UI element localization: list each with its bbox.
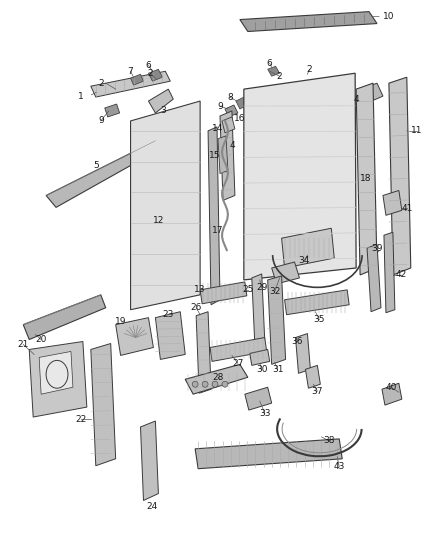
Circle shape — [222, 381, 228, 387]
Text: 22: 22 — [75, 415, 87, 424]
Polygon shape — [356, 83, 377, 275]
Polygon shape — [46, 141, 160, 207]
Text: 43: 43 — [334, 462, 345, 471]
Polygon shape — [285, 290, 349, 314]
Text: 31: 31 — [272, 365, 283, 374]
Text: 9: 9 — [98, 116, 104, 125]
Text: 40: 40 — [385, 383, 396, 392]
Text: 2: 2 — [148, 69, 153, 78]
Text: 6: 6 — [267, 59, 272, 68]
Polygon shape — [148, 89, 173, 113]
Polygon shape — [131, 101, 200, 310]
Polygon shape — [29, 342, 87, 417]
Text: 8: 8 — [227, 93, 233, 102]
Text: 12: 12 — [153, 216, 164, 225]
Text: 2: 2 — [277, 72, 283, 80]
Text: 41: 41 — [401, 204, 413, 213]
Circle shape — [192, 381, 198, 387]
Text: 11: 11 — [411, 126, 423, 135]
Polygon shape — [282, 228, 334, 268]
Polygon shape — [225, 105, 238, 117]
Polygon shape — [383, 190, 402, 215]
Polygon shape — [23, 295, 106, 340]
Text: 2: 2 — [307, 64, 312, 74]
Text: 34: 34 — [299, 255, 310, 264]
Polygon shape — [148, 69, 162, 81]
Polygon shape — [196, 312, 211, 393]
Text: 36: 36 — [292, 337, 303, 346]
Polygon shape — [208, 127, 220, 305]
Text: 18: 18 — [360, 174, 372, 183]
Polygon shape — [91, 343, 116, 466]
Polygon shape — [389, 77, 411, 275]
Polygon shape — [272, 262, 300, 284]
Text: 10: 10 — [383, 12, 395, 21]
Text: 23: 23 — [162, 310, 174, 319]
Text: 27: 27 — [232, 359, 244, 368]
Polygon shape — [39, 351, 73, 394]
Polygon shape — [91, 71, 170, 97]
Text: 2: 2 — [98, 79, 103, 87]
Text: 24: 24 — [147, 502, 158, 511]
Text: 39: 39 — [371, 244, 383, 253]
Text: 1: 1 — [78, 92, 84, 101]
Polygon shape — [367, 244, 381, 312]
Polygon shape — [268, 66, 279, 76]
Polygon shape — [236, 97, 248, 109]
Text: 4: 4 — [353, 94, 359, 103]
Polygon shape — [200, 282, 247, 304]
Text: 17: 17 — [212, 226, 224, 235]
Text: 13: 13 — [194, 285, 206, 294]
Polygon shape — [250, 350, 270, 365]
Polygon shape — [218, 136, 228, 174]
Text: 28: 28 — [212, 373, 224, 382]
Text: 37: 37 — [311, 387, 323, 395]
Polygon shape — [268, 276, 286, 365]
Text: 33: 33 — [259, 409, 270, 417]
Polygon shape — [252, 274, 265, 343]
Text: 21: 21 — [18, 340, 29, 349]
Text: 15: 15 — [209, 151, 221, 160]
Circle shape — [212, 381, 218, 387]
Text: 42: 42 — [395, 270, 406, 279]
Text: 14: 14 — [212, 124, 224, 133]
Polygon shape — [382, 383, 402, 405]
Text: 35: 35 — [314, 315, 325, 324]
Polygon shape — [244, 73, 356, 280]
Text: 3: 3 — [160, 107, 166, 116]
Text: 30: 30 — [256, 365, 268, 374]
Text: 26: 26 — [191, 303, 202, 312]
Polygon shape — [155, 312, 185, 359]
Text: 9: 9 — [217, 101, 223, 110]
Text: 4: 4 — [229, 141, 235, 150]
Text: 20: 20 — [35, 335, 47, 344]
Text: 7: 7 — [128, 67, 134, 76]
Polygon shape — [296, 334, 311, 373]
Text: 25: 25 — [242, 285, 254, 294]
Polygon shape — [210, 337, 267, 361]
Polygon shape — [116, 318, 153, 356]
Polygon shape — [220, 111, 235, 200]
Polygon shape — [240, 12, 377, 31]
Circle shape — [202, 381, 208, 387]
Text: 32: 32 — [269, 287, 280, 296]
Text: 16: 16 — [234, 115, 246, 124]
Text: 6: 6 — [145, 61, 151, 70]
Text: 29: 29 — [256, 284, 268, 293]
Polygon shape — [305, 365, 320, 388]
Polygon shape — [185, 365, 248, 394]
Text: 5: 5 — [93, 161, 99, 170]
Polygon shape — [384, 232, 395, 313]
Text: 19: 19 — [115, 317, 127, 326]
Polygon shape — [361, 83, 383, 103]
Polygon shape — [105, 104, 120, 117]
Polygon shape — [131, 74, 144, 85]
Text: 38: 38 — [324, 437, 335, 446]
Polygon shape — [245, 387, 272, 410]
Polygon shape — [141, 421, 159, 500]
Polygon shape — [195, 439, 342, 469]
Polygon shape — [222, 117, 235, 133]
